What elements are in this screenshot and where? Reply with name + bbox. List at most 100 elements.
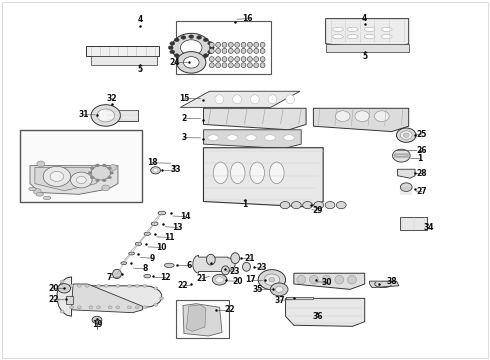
Ellipse shape [332,27,343,32]
Ellipse shape [164,263,174,267]
Circle shape [143,306,147,309]
Circle shape [127,284,131,287]
Text: 1: 1 [243,200,247,209]
Text: 32: 32 [107,94,117,103]
Polygon shape [183,304,222,336]
Circle shape [174,54,179,57]
Ellipse shape [113,269,122,279]
Ellipse shape [235,63,240,68]
Polygon shape [326,19,409,49]
Polygon shape [35,167,103,191]
Ellipse shape [254,48,259,53]
Circle shape [160,297,164,300]
Circle shape [208,50,213,54]
Circle shape [208,42,213,45]
Text: 17: 17 [245,275,256,284]
Circle shape [135,284,139,287]
Circle shape [400,131,412,139]
Circle shape [71,172,92,188]
Ellipse shape [270,162,284,184]
Ellipse shape [364,27,375,32]
Circle shape [97,284,100,287]
Circle shape [176,51,206,73]
Circle shape [396,128,416,142]
Text: 22: 22 [224,305,235,314]
Ellipse shape [335,275,343,284]
Polygon shape [326,44,409,51]
Text: 25: 25 [416,130,427,139]
Ellipse shape [364,35,375,39]
Text: 13: 13 [172,223,183,232]
Circle shape [143,284,147,287]
Ellipse shape [254,63,259,68]
Text: 10: 10 [156,243,166,252]
Ellipse shape [216,48,220,53]
Ellipse shape [347,27,358,32]
Ellipse shape [247,42,252,47]
Circle shape [108,176,112,179]
Circle shape [203,54,208,57]
Ellipse shape [260,42,265,47]
Polygon shape [294,273,365,289]
Circle shape [189,57,194,60]
Ellipse shape [209,48,214,53]
Circle shape [90,176,94,179]
Text: 21: 21 [197,274,207,283]
Text: 4: 4 [137,15,143,24]
Ellipse shape [36,193,44,196]
Circle shape [216,277,223,283]
Text: 15: 15 [179,94,189,103]
Circle shape [110,171,114,174]
Polygon shape [203,108,306,130]
Polygon shape [193,255,235,273]
Ellipse shape [243,262,250,271]
Circle shape [170,50,175,54]
Circle shape [91,166,111,180]
Ellipse shape [208,135,219,140]
Ellipse shape [222,63,227,68]
Text: 30: 30 [322,278,332,287]
Circle shape [189,35,194,39]
Circle shape [264,274,280,285]
Ellipse shape [268,95,277,104]
Circle shape [275,287,283,292]
Ellipse shape [228,57,233,62]
Polygon shape [30,166,118,194]
Polygon shape [86,45,159,56]
Circle shape [209,46,214,49]
Circle shape [292,202,301,209]
Ellipse shape [374,111,389,122]
Ellipse shape [250,95,259,104]
Ellipse shape [260,57,265,62]
Bar [175,300,229,338]
Circle shape [170,42,175,45]
Circle shape [77,284,81,287]
Circle shape [85,284,89,287]
Circle shape [55,298,59,301]
Circle shape [96,164,99,167]
Ellipse shape [231,253,240,264]
Circle shape [97,306,100,309]
Ellipse shape [284,135,294,140]
Circle shape [88,171,92,174]
Circle shape [97,109,115,122]
Ellipse shape [241,48,246,53]
Circle shape [325,202,335,209]
Circle shape [108,167,112,170]
Circle shape [168,46,173,49]
Ellipse shape [381,35,392,39]
Circle shape [270,283,288,296]
Text: 36: 36 [312,312,322,321]
Polygon shape [203,148,323,207]
Polygon shape [369,281,399,288]
Ellipse shape [222,42,227,47]
Ellipse shape [241,42,246,47]
Ellipse shape [310,275,318,284]
Ellipse shape [129,252,135,255]
Circle shape [58,284,71,293]
Text: 5: 5 [137,65,143,74]
Polygon shape [180,91,300,107]
Ellipse shape [286,95,294,104]
Text: 31: 31 [78,110,89,119]
Circle shape [116,284,120,287]
